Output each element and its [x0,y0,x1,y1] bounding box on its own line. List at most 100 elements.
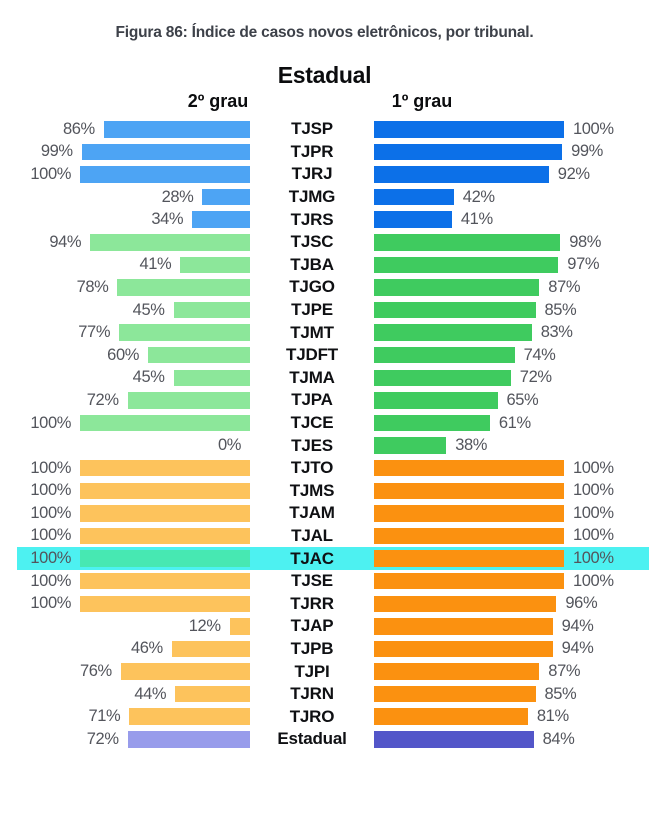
right-bar [374,685,536,703]
left-bar [202,188,250,206]
left-value-label: 71% [88,707,121,726]
left-value-label: 100% [30,458,71,477]
left-bar [80,482,250,500]
row-TJMA: 45% TJMA 72% [0,367,649,390]
tribunal-label: TJPA [291,390,333,410]
right-value-label: 97% [567,255,600,274]
right-bar [374,482,564,500]
left-value-label: 41% [139,255,172,274]
right-bar-zone: 81% [374,707,649,726]
right-bar-zone: 74% [374,346,649,365]
right-bar-zone: 42% [374,188,649,207]
left-bar [117,279,250,296]
left-bar [103,121,250,138]
right-bar [374,618,553,635]
right-value-label: 81% [536,707,569,726]
right-bar-zone: 100% [374,504,649,523]
row-TJRS: 34% TJRS 41% [0,208,649,231]
right-bar [374,121,564,138]
left-bar [80,166,250,183]
right-bar-zone: 98% [374,233,649,252]
left-value-label: 46% [130,639,163,658]
row-TJAL: 100% TJAL 100% [0,525,649,548]
mirrored-bar-chart: Estadual 2º grau 1º grau 86% TJSP 100% 99% T… [0,62,649,751]
right-value-label: 100% [573,549,614,568]
right-value-label: 92% [557,164,590,183]
row-TJSC: 94% TJSC 98% [0,231,649,254]
right-bar [374,708,528,725]
right-bar [374,256,559,274]
left-bar [119,324,250,341]
left-bar [90,234,250,251]
left-bar-zone: 94% [0,233,250,252]
row-TJAC: 100% TJAC 100% [0,547,649,570]
tribunal-label: Estadual [277,729,347,749]
left-value-label: 100% [30,549,71,568]
left-bar [229,618,250,635]
left-value-label: 77% [78,323,111,342]
right-bar-zone: 38% [374,436,649,455]
right-bar-zone: 65% [374,391,649,410]
left-bar [129,708,250,725]
left-bar-zone: 34% [0,210,250,229]
right-bar [374,324,532,341]
tribunal-label: TJMA [289,367,335,387]
left-value-label: 100% [30,571,71,590]
left-bar-zone: 44% [0,685,250,704]
row-TJPI: 76% TJPI 87% [0,660,649,683]
right-value-label: 74% [523,345,556,364]
right-value-label: 96% [565,594,598,613]
right-bar-zone: 61% [374,414,649,433]
left-bar-zone: 100% [0,572,250,591]
row-TJRR: 100% TJRR 96% [0,592,649,615]
right-value-label: 100% [573,458,614,477]
row-TJSE: 100% TJSE 100% [0,570,649,593]
left-bar-zone: 100% [0,459,250,478]
left-value-label: 76% [79,662,112,681]
left-bar-zone: 60% [0,346,250,365]
left-bar [120,663,250,680]
row-TJPB: 46% TJPB 94% [0,638,649,661]
left-value-label: 72% [86,729,119,748]
right-value-label: 87% [548,662,581,681]
left-bar-zone: 45% [0,301,250,320]
tribunal-label: TJAM [289,503,335,523]
right-bar [374,437,447,454]
tribunal-label: TJRN [290,684,334,704]
row-TJRN: 44% TJRN 85% [0,683,649,706]
left-bar-zone: 72% [0,730,250,749]
left-bar-zone: 100% [0,526,250,545]
right-bar [374,550,564,567]
right-value-label: 98% [569,232,602,251]
right-value-label: 100% [573,481,614,500]
right-value-label: 100% [573,119,614,138]
row-TJPE: 45% TJPE 85% [0,299,649,322]
left-bar-zone: 76% [0,662,250,681]
row-TJMG: 28% TJMG 42% [0,186,649,209]
right-value-label: 87% [548,277,581,296]
right-value-label: 85% [544,684,577,703]
right-bar-zone: 87% [374,662,649,681]
right-value-label: 84% [542,729,575,748]
left-bar-zone: 100% [0,549,250,568]
tribunal-label: TJMS [289,480,335,500]
left-bar [81,143,250,161]
right-value-label: 94% [561,616,594,635]
row-TJMS: 100% TJMS 100% [0,480,649,503]
row-TJCE: 100% TJCE 61% [0,412,649,435]
right-bar [374,234,561,251]
left-value-label: 28% [161,187,194,206]
right-bar-zone: 100% [374,549,649,568]
right-bar-zone: 100% [374,572,649,591]
tribunal-label: TJRS [290,209,334,229]
right-bar-zone: 100% [374,481,649,500]
right-bar-zone: 84% [374,730,649,749]
left-bar [192,211,250,228]
tribunal-label: TJSC [290,232,334,252]
left-value-label: 72% [86,390,119,409]
right-bar [374,166,549,183]
right-bar-zone: 97% [374,255,649,274]
left-bar [127,731,250,748]
left-bar-zone: 86% [0,120,250,139]
right-bar [374,572,564,590]
